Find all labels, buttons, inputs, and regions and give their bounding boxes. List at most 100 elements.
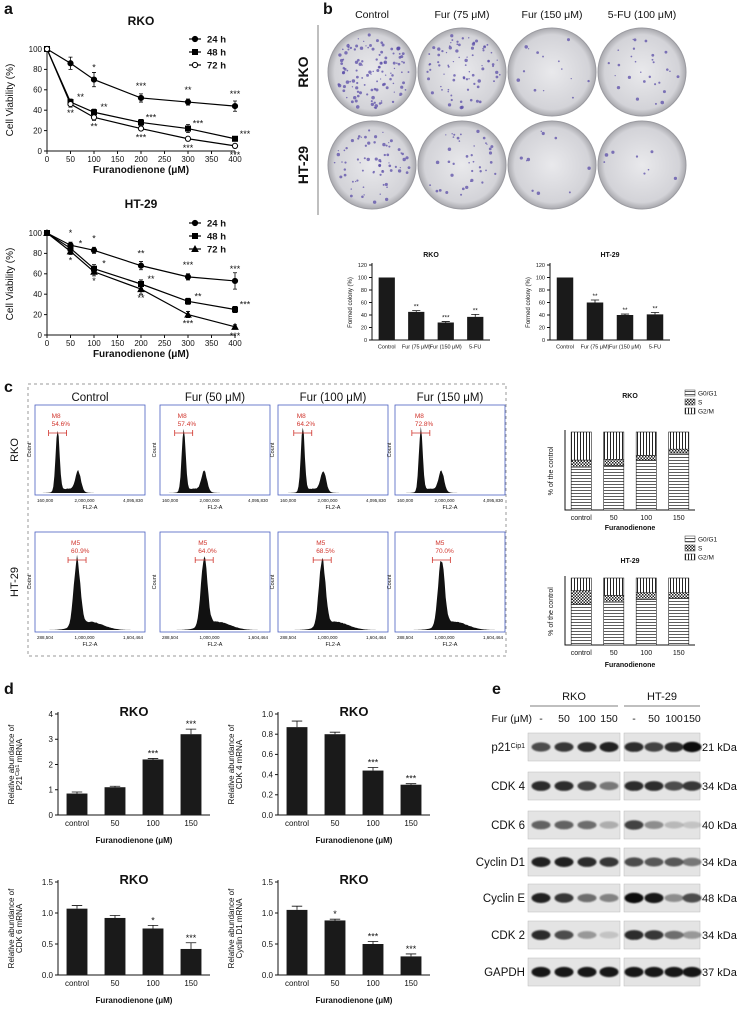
colony <box>380 41 384 44</box>
gate <box>431 557 451 563</box>
colony <box>481 181 484 184</box>
treatment-label: Fur (μM) <box>492 713 532 725</box>
protein-label: CDK 2 <box>491 930 525 942</box>
error-bar <box>147 758 159 760</box>
y-tick-label: 100 <box>536 275 545 281</box>
significance: ** <box>137 249 145 259</box>
marker <box>231 277 239 285</box>
colony <box>355 105 360 109</box>
colony <box>390 47 394 51</box>
colony <box>568 191 571 194</box>
lane-label: - <box>539 713 543 725</box>
axis-tick-label: 4,095,830 <box>248 498 269 503</box>
column-label: Fur (100 μM) <box>300 392 367 404</box>
gate <box>194 557 214 563</box>
colony <box>385 144 388 147</box>
colony <box>542 89 545 92</box>
chart-title: RKO <box>120 704 149 719</box>
colony <box>450 42 452 44</box>
colony <box>542 55 544 58</box>
x-tick-label: 100 <box>87 339 101 348</box>
colony <box>381 70 384 73</box>
legend-label: 72 h <box>207 245 226 256</box>
colony <box>456 43 459 46</box>
colony <box>392 52 395 55</box>
protein-label: CDK 6 <box>491 820 525 832</box>
marker <box>184 273 192 280</box>
y-tick-label: 0.0 <box>42 971 54 980</box>
colony <box>493 80 495 83</box>
histogram-frame <box>159 531 271 633</box>
marker <box>191 35 199 43</box>
colony <box>355 180 357 183</box>
colony <box>432 46 436 50</box>
colony <box>341 161 343 163</box>
x-tick-label: control <box>571 650 592 657</box>
colony <box>490 51 493 54</box>
legend-label: 48 h <box>207 48 226 59</box>
band <box>682 781 702 791</box>
x-tick-label: 50 <box>111 979 120 988</box>
axis-tick-label: 160,000 <box>397 498 414 503</box>
colony <box>669 70 671 73</box>
legend-label: S <box>698 400 703 407</box>
y-tick-label: 20 <box>33 126 42 135</box>
colony <box>447 88 450 91</box>
colony <box>460 193 463 196</box>
error-bar <box>71 791 83 794</box>
column-label: Control <box>355 9 389 21</box>
lane-label: 50 <box>558 713 570 725</box>
x-tick-label: 150 <box>404 979 418 988</box>
error-bar <box>620 313 630 315</box>
colony <box>401 52 405 56</box>
colony <box>356 81 359 85</box>
colony <box>498 73 501 76</box>
y-tick-label: 0 <box>38 331 43 340</box>
colony <box>371 95 375 100</box>
significance: * <box>151 915 155 925</box>
colony <box>385 86 389 90</box>
axis-tick-label: 288,504 <box>397 635 414 640</box>
bar-segment <box>603 577 625 596</box>
colony <box>640 71 642 74</box>
error-bar <box>405 953 417 957</box>
colony <box>346 96 348 99</box>
colony <box>630 55 633 58</box>
row-label: HT-29 <box>295 146 311 184</box>
colony <box>342 89 346 93</box>
bar-segment <box>668 577 690 594</box>
protein-name: CDK 2 <box>491 930 525 942</box>
x-axis-label: Furanodienone (μM) <box>93 349 189 360</box>
histogram-frame <box>34 404 146 496</box>
colony <box>383 153 386 157</box>
colony <box>363 40 365 43</box>
colony <box>366 93 369 96</box>
colony <box>445 134 447 136</box>
colony <box>451 39 454 42</box>
colony <box>437 47 441 51</box>
significance: *** <box>230 150 241 160</box>
colony <box>461 187 465 191</box>
band <box>554 820 574 830</box>
band <box>599 931 619 939</box>
colony <box>359 46 364 50</box>
size-label: 34 kDa <box>702 857 738 869</box>
colony <box>357 58 360 62</box>
axis-tick-label: 1,000,000 <box>317 635 338 640</box>
colony <box>617 49 620 51</box>
y-axis-label-part: CDK 6 mRNA <box>15 903 24 953</box>
chart-title: RKO <box>423 252 439 259</box>
legend-label: 48 h <box>207 232 226 243</box>
colony <box>437 61 440 64</box>
colony <box>486 43 489 46</box>
group-label: RKO <box>562 691 586 703</box>
colony <box>405 171 409 174</box>
significance: * <box>102 259 106 269</box>
marker <box>90 114 98 121</box>
colony <box>496 59 498 61</box>
error-bar <box>109 915 121 918</box>
axis-tick-label: 2,000,000 <box>317 498 338 503</box>
colony <box>445 51 448 54</box>
colony <box>350 100 354 104</box>
x-tick-label: Control <box>378 345 396 351</box>
